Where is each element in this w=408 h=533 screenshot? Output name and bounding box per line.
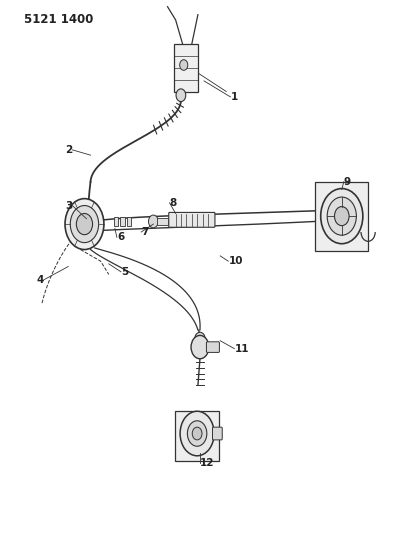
Text: 7: 7 — [141, 227, 149, 237]
FancyBboxPatch shape — [315, 182, 368, 251]
Text: 2: 2 — [65, 145, 72, 155]
Text: 10: 10 — [228, 256, 243, 266]
FancyBboxPatch shape — [157, 217, 168, 225]
Circle shape — [65, 199, 104, 249]
FancyBboxPatch shape — [114, 216, 118, 226]
FancyBboxPatch shape — [120, 216, 125, 226]
FancyBboxPatch shape — [169, 213, 215, 227]
Circle shape — [70, 206, 99, 243]
Text: 5121 1400: 5121 1400 — [24, 13, 93, 26]
Text: 4: 4 — [37, 274, 44, 285]
Circle shape — [76, 214, 93, 235]
FancyBboxPatch shape — [206, 342, 220, 352]
Text: 9: 9 — [344, 176, 351, 187]
Text: 12: 12 — [200, 458, 215, 467]
Text: 8: 8 — [170, 198, 177, 208]
Circle shape — [192, 427, 202, 440]
Circle shape — [321, 189, 363, 244]
Circle shape — [187, 421, 207, 446]
Text: 3: 3 — [65, 200, 72, 211]
FancyBboxPatch shape — [126, 216, 131, 226]
Circle shape — [327, 197, 356, 235]
Circle shape — [180, 60, 188, 70]
Circle shape — [149, 215, 158, 228]
Circle shape — [176, 89, 186, 102]
Circle shape — [335, 207, 349, 225]
Text: 11: 11 — [234, 344, 249, 354]
FancyBboxPatch shape — [174, 44, 198, 92]
FancyBboxPatch shape — [175, 411, 220, 461]
Circle shape — [195, 332, 205, 346]
Text: 5: 5 — [121, 267, 128, 277]
Text: 6: 6 — [117, 232, 124, 243]
Circle shape — [191, 335, 209, 359]
Text: 1: 1 — [231, 92, 237, 102]
Circle shape — [180, 411, 214, 456]
FancyBboxPatch shape — [213, 427, 222, 440]
